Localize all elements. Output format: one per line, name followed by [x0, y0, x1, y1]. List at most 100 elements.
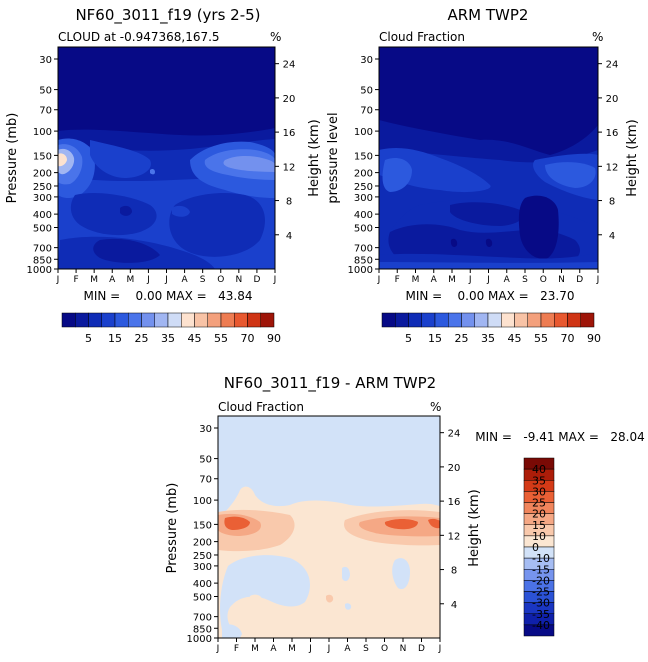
colorbar-label: 25	[135, 332, 149, 345]
panel-model-ylabel: Pressure (mb)	[5, 113, 20, 204]
colorbar-swatch	[540, 312, 555, 328]
colorbar-label: 70	[561, 332, 575, 345]
month-tick-label: M	[412, 275, 420, 285]
colorbar-swatch	[408, 312, 422, 328]
pressure-tick-label: 250	[354, 182, 373, 193]
height-tick-label: 12	[283, 162, 296, 173]
colorbar-label: 15	[428, 332, 442, 345]
pressure-tick-label: 200	[33, 169, 52, 180]
panel-model-title: NF60_3011_f19 (yrs 2-5)	[75, 6, 260, 25]
colorbar-swatch	[207, 312, 222, 328]
colorbar-swatch	[114, 312, 129, 328]
colorbar-label: 45	[508, 332, 522, 345]
colorbar-label: 55	[534, 332, 548, 345]
colorbar-swatch	[554, 312, 568, 328]
month-tick-label: J	[377, 275, 381, 285]
pressure-tick-label: 100	[354, 127, 373, 138]
height-tick-label: 8	[286, 197, 292, 208]
pressure-tick-label: 150	[193, 520, 212, 531]
month-tick-label: M	[251, 644, 259, 654]
colorbar-swatch	[234, 312, 248, 328]
colorbar-label: 0	[532, 541, 539, 554]
colorbar-label: 90	[587, 332, 601, 345]
colorbar-label: -25	[532, 586, 550, 599]
month-tick-label: F	[234, 644, 239, 654]
pressure-tick-label: 150	[354, 151, 373, 162]
colorbar-swatch	[101, 312, 116, 328]
height-tick-label: 8	[609, 197, 615, 208]
colorbar-label: 90	[267, 332, 281, 345]
month-tick-label: J	[468, 275, 472, 285]
pressure-tick-label: 200	[354, 169, 373, 180]
pressure-tick-label: 700	[354, 244, 373, 255]
height-tick-label: 12	[448, 531, 461, 542]
panel-diff-ylabel-right: Height (km)	[467, 489, 482, 566]
colorbar-label: 5	[85, 332, 92, 345]
panel-obs-colorbar	[381, 312, 595, 328]
colorbar-swatch	[167, 312, 182, 328]
panel-model-height-axis: 24 20 16 12 8 4	[275, 60, 295, 242]
pressure-tick-label: 70	[360, 106, 373, 117]
colorbar-swatch	[527, 312, 542, 328]
colorbar-swatch	[220, 312, 235, 328]
pressure-tick-label: 400	[33, 210, 52, 221]
panel-model: NF60_3011_f19 (yrs 2-5) CLOUD at -0.9473…	[5, 6, 322, 345]
colorbar-label: 70	[241, 332, 255, 345]
colorbar-label: 15	[532, 519, 546, 532]
panel-obs-contours	[379, 120, 598, 269]
panel-diff-contours	[218, 486, 440, 638]
colorbar-swatch	[381, 312, 396, 328]
colorbar-swatch	[247, 312, 261, 328]
colorbar-swatch	[421, 312, 436, 328]
pressure-tick-label: 250	[33, 182, 52, 193]
colorbar-label: -20	[532, 574, 550, 587]
pressure-tick-label: 1000	[27, 265, 52, 276]
pressure-tick-label: 700	[193, 613, 212, 624]
height-tick-label: 24	[606, 60, 619, 71]
colorbar-swatch	[61, 312, 76, 328]
pressure-tick-label: 400	[354, 210, 373, 221]
month-tick-label: J	[216, 644, 220, 654]
month-tick-label: N	[558, 275, 565, 285]
pressure-tick-label: 100	[193, 496, 212, 507]
panel-obs-colorbar-labels: 5 15 25 35 45 55 70 90	[405, 332, 601, 345]
height-tick-label: 16	[606, 128, 619, 139]
month-tick-label: J	[56, 275, 60, 285]
panel-diff-colorbar	[523, 457, 555, 637]
pressure-tick-label: 500	[354, 223, 373, 234]
colorbar-label: 30	[532, 485, 546, 498]
colorbar-label: -15	[532, 563, 550, 576]
month-tick-label: O	[217, 275, 224, 285]
month-tick-label: D	[576, 275, 583, 285]
height-tick-label: 20	[606, 94, 619, 105]
month-tick-label: M	[448, 275, 456, 285]
colorbar-label: 35	[161, 332, 175, 345]
month-tick-label: A	[344, 644, 351, 654]
month-tick-label: N	[235, 275, 242, 285]
colorbar-swatch	[75, 312, 89, 328]
colorbar-swatch	[580, 312, 595, 328]
panel-obs-subtitle: Cloud Fraction	[379, 30, 465, 44]
month-tick-label: M	[288, 644, 296, 654]
panel-model-units: %	[270, 30, 281, 44]
panel-model-subtitle: CLOUD at -0.947368,167.5	[58, 30, 220, 44]
pressure-tick-label: 850	[33, 255, 52, 266]
month-tick-label: D	[418, 644, 425, 654]
pressure-tick-label: 300	[33, 193, 52, 204]
panel-diff-stats: MIN = -9.41 MAX = 28.04	[475, 430, 645, 444]
month-tick-label: J	[596, 275, 600, 285]
colorbar-label: 15	[108, 332, 122, 345]
panel-obs-ylabel: pressure level	[326, 112, 341, 203]
height-tick-label: 4	[286, 231, 292, 242]
height-tick-label: 20	[283, 94, 296, 105]
colorbar-label: 35	[532, 474, 546, 487]
colorbar-label: 5	[405, 332, 412, 345]
colorbar-label: 55	[214, 332, 228, 345]
month-tick-label: F	[395, 275, 400, 285]
panel-obs-units: %	[592, 30, 603, 44]
pressure-tick-label: 500	[33, 223, 52, 234]
colorbar-swatch	[141, 312, 155, 328]
